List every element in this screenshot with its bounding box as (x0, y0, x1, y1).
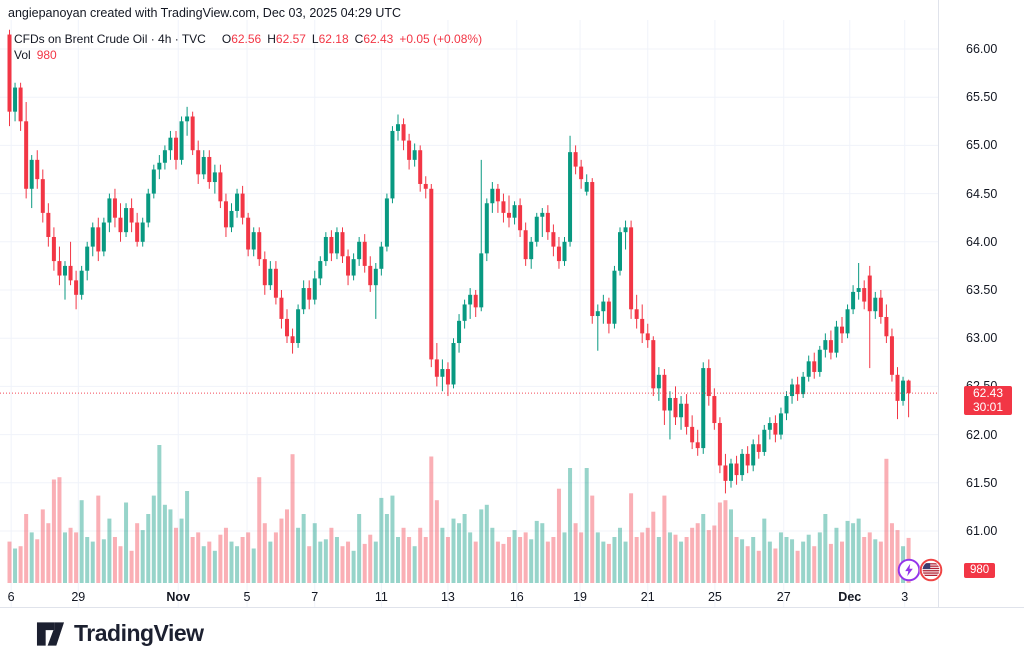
time-tick-label: 7 (311, 590, 319, 604)
open-label: O (221, 32, 232, 46)
time-tick-label: 21 (640, 590, 655, 604)
time-tick-label: 16 (509, 590, 524, 604)
legend-volume-row: Vol 980 (14, 47, 482, 63)
volume-layer (7, 445, 911, 583)
chart-legend: CFDs on Brent Crude Oil · 4h · TVC O 62.5… (14, 31, 482, 63)
grid-layer (0, 20, 938, 608)
time-tick-label: 11 (374, 590, 388, 604)
open-value: 62.56 (231, 32, 262, 46)
time-tick-label: 5 (243, 590, 251, 604)
high-value: 62.57 (275, 32, 306, 46)
time-tick-label: 3 (901, 590, 909, 604)
us-flag-icon[interactable] (919, 558, 943, 582)
price-tick-label: 64.00 (966, 234, 998, 249)
time-tick-label: 25 (707, 590, 722, 604)
tradingview-logo-mark-icon (36, 621, 65, 646)
price-tick-label: 62.00 (966, 427, 998, 442)
close-label: C (354, 32, 364, 46)
time-tick-label: 27 (776, 590, 791, 604)
bar-countdown-timer: 30:01 (972, 400, 1004, 414)
price-tick-label: 63.50 (966, 283, 998, 297)
price-tick-label: 64.50 (966, 186, 998, 201)
tradingview-logo-text: TradingView (74, 620, 204, 646)
close-value: 62.43 (363, 32, 394, 46)
attribution-text: angiepanoyan created with TradingView.co… (8, 6, 402, 20)
price-tick-label: 65.50 (966, 90, 998, 105)
time-tick-label: 19 (573, 590, 587, 604)
price-tick-label: 65.00 (966, 138, 998, 153)
volume-value: 980 (36, 48, 57, 62)
lightning-icon[interactable] (897, 558, 921, 582)
time-tick-label: Dec (838, 590, 862, 604)
last-price-badge: 62.43 30:01 (964, 386, 1012, 415)
time-tick-label: 13 (440, 590, 455, 604)
price-tick-label: 63.00 (966, 331, 998, 346)
volume-label: Vol (14, 48, 31, 62)
price-tick-label: 61.00 (966, 524, 998, 538)
tradingview-logo[interactable]: TradingView (36, 620, 204, 647)
change-value: +0.05 (+0.08%) (399, 32, 483, 46)
time-tick-label: 29 (71, 590, 86, 604)
symbol-title[interactable]: CFDs on Brent Crude Oil · 4h · TVC (14, 32, 206, 46)
low-value: 62.18 (318, 32, 349, 46)
time-tick-label: 6 (7, 590, 15, 604)
high-label: H (267, 32, 276, 46)
volume-axis-badge: 980 (964, 563, 996, 578)
price-tick-label: 61.50 (966, 475, 998, 490)
candles-layer (7, 29, 911, 494)
time-tick-label: Nov (166, 590, 191, 604)
price-tick-label: 66.00 (966, 42, 998, 56)
low-label: L (311, 32, 319, 46)
legend-series-row: CFDs on Brent Crude Oil · 4h · TVC O 62.5… (14, 31, 482, 47)
last-price-value: 62.43 (972, 386, 1004, 400)
